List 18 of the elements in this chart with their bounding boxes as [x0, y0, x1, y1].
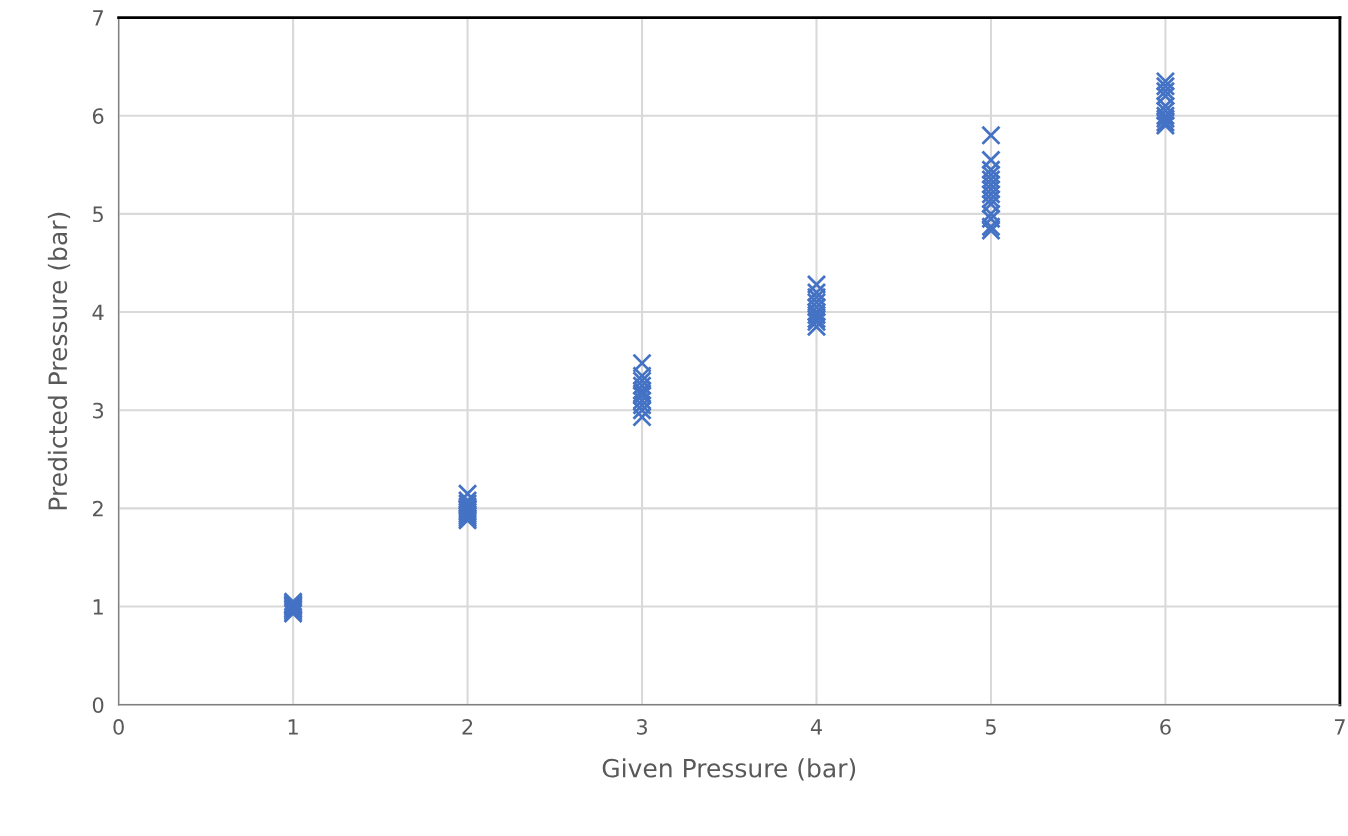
x-tick-label: 3 — [636, 719, 647, 735]
x-tick-label: 1 — [288, 719, 298, 735]
y-tick-label: 1 — [93, 599, 103, 615]
y-tick-label: 2 — [93, 500, 103, 517]
y-tick-label: 3 — [93, 402, 104, 419]
y-axis-title: Predicted Pressure (bar) — [47, 212, 71, 510]
x-tick-label: 5 — [985, 719, 996, 735]
x-axis-title: Given Pressure (bar) — [602, 758, 856, 781]
y-tick-label: 6 — [92, 108, 104, 124]
x-tick-label: 2 — [462, 719, 473, 735]
y-tick-label: 5 — [93, 206, 103, 223]
y-tick-label: 4 — [92, 304, 104, 320]
x-tick-label: 4 — [810, 719, 822, 735]
y-tick-label: 7 — [93, 10, 103, 26]
x-tick-label: 0 — [113, 719, 124, 735]
x-tick-label: 7 — [1334, 719, 1345, 735]
y-tick-label: 0 — [92, 697, 104, 713]
x-tick-label: 6 — [1160, 719, 1171, 735]
